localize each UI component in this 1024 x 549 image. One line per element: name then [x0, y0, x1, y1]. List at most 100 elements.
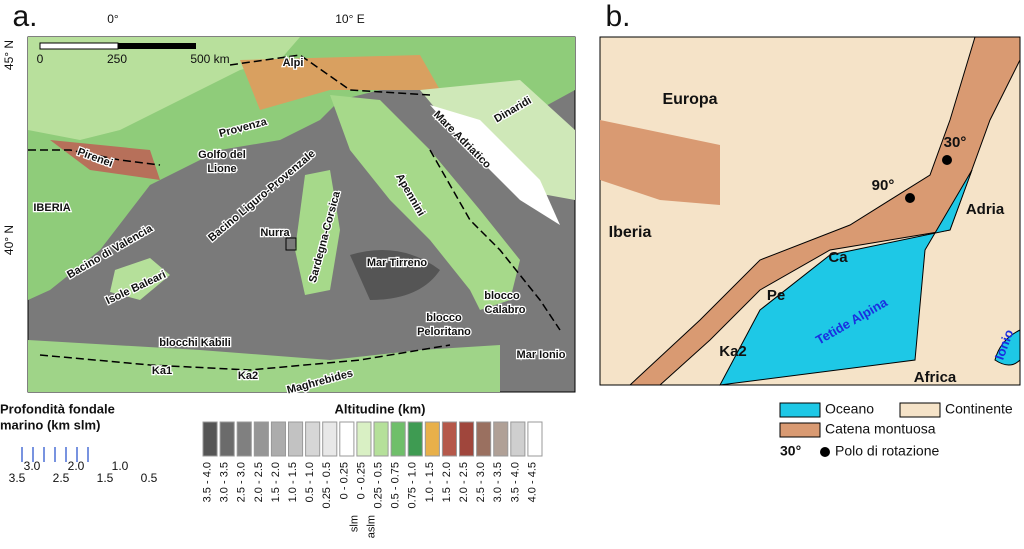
place-label: Africa	[914, 369, 957, 386]
land-france	[28, 37, 300, 140]
place-label: Ka2	[238, 370, 258, 382]
thrust-lines	[28, 54, 561, 371]
coord-label: 0°	[107, 12, 119, 26]
altitude-swatch	[390, 421, 406, 457]
altitude-class-label: 0 - 0.25	[355, 462, 367, 499]
depth-legend-title: Profondità fondale	[0, 401, 115, 416]
altitude-swatch	[202, 421, 218, 457]
altitude-class-label: 2.5 - 3.0	[236, 462, 248, 502]
place-label: Adria	[966, 201, 1005, 218]
place-label: Alpi	[283, 57, 304, 69]
altitude-class-label: 2.5 - 3.0	[475, 462, 487, 502]
scale-label: 0	[37, 52, 44, 66]
coord-label: 40° N	[2, 225, 16, 255]
italy	[330, 95, 520, 310]
place-label: Ka1	[152, 365, 172, 377]
legend-label: Oceano	[825, 401, 874, 417]
altitude-class-label: 1.5 - 2.0	[270, 462, 282, 502]
place-label: blocchi Kabili	[159, 337, 231, 349]
place-label: blocco	[426, 312, 462, 324]
place-label: Pe	[767, 287, 785, 304]
altitude-class-label: 3.0 - 3.5	[219, 462, 231, 502]
altitude-class-note: slm	[348, 515, 360, 532]
depth-legend-title: marino (km slm)	[0, 417, 100, 432]
place-label: blocco	[484, 290, 520, 302]
altitude-swatch	[339, 421, 355, 457]
place-label: Peloritano	[417, 326, 471, 338]
map-a	[27, 36, 576, 393]
pole-30	[942, 155, 952, 165]
place-label: Europa	[662, 91, 717, 108]
scale-bar-white	[39, 42, 119, 50]
place-label: 90°	[872, 177, 895, 194]
place-label: Ka2	[719, 343, 747, 360]
altitude-swatch	[407, 421, 423, 457]
baleares	[110, 258, 170, 300]
panel-label: a.	[12, 0, 37, 33]
panel-label: b.	[605, 0, 630, 33]
altitude-swatch	[219, 421, 235, 457]
pole-legend-dot	[820, 447, 830, 457]
altitude-swatch	[288, 421, 304, 457]
altitude-class-label: 3.5 - 4.0	[509, 462, 521, 502]
depth-value: 1.0	[112, 459, 129, 473]
altitude-swatch	[322, 421, 338, 457]
altitude-swatch	[373, 421, 389, 457]
place-label: IBERIA	[33, 202, 70, 214]
place-label: Mar Ionio	[517, 349, 566, 361]
adriatic-sea	[430, 105, 560, 225]
altitude-legend-title: Altitudine (km)	[335, 401, 426, 416]
depth-value: 2.5	[53, 471, 70, 485]
depth-value: 3.0	[24, 459, 41, 473]
pole-90	[905, 193, 915, 203]
tyrrhenian-deep	[350, 250, 440, 300]
depth-value: 2.0	[68, 459, 85, 473]
altitude-class-label: 3.5 - 4.0	[201, 462, 213, 502]
altitude-class-note: aslm	[365, 515, 377, 538]
altitude-swatch	[236, 421, 252, 457]
altitude-swatch	[476, 421, 492, 457]
nurra-box	[285, 237, 297, 251]
legend-swatch	[899, 402, 941, 418]
pyrenees-b	[600, 120, 720, 205]
ocean-b	[719, 169, 973, 386]
altitude-class-label: 1.5 - 2.0	[441, 462, 453, 502]
altitude-swatch	[459, 421, 475, 457]
pole-legend-symbol: 30°	[780, 443, 801, 459]
pyrenees	[50, 140, 160, 180]
altitude-swatch	[356, 421, 372, 457]
altitude-swatch	[270, 421, 286, 457]
chain-b	[628, 36, 1021, 386]
altitude-swatch	[253, 421, 269, 457]
altitude-swatch	[527, 421, 543, 457]
altitude-class-label: 2.0 - 2.5	[253, 462, 265, 502]
place-label: Lione	[207, 163, 236, 175]
place-label: 30°	[944, 134, 967, 151]
scale-label: 250	[107, 52, 127, 66]
coord-label: 45° N	[2, 40, 16, 70]
altitude-class-label: 0.25 - 0.5	[321, 462, 333, 508]
altitude-swatch	[424, 421, 440, 457]
depth-value: 0.5	[141, 471, 158, 485]
place-label: Golfo del	[198, 149, 246, 161]
scale-label: 500 km	[190, 52, 229, 66]
altitude-class-label: 2.0 - 2.5	[458, 462, 470, 502]
pole-legend-label: Polo di rotazione	[835, 443, 940, 459]
place-label: Nurra	[260, 227, 290, 239]
altitude-class-label: 0.5 - 0.75	[390, 462, 402, 508]
altitude-swatch	[510, 421, 526, 457]
depth-value: 3.5	[9, 471, 26, 485]
legend-label: Catena montuosa	[825, 421, 936, 437]
legend-swatch	[779, 402, 821, 418]
altitude-swatch	[441, 421, 457, 457]
ionio-b	[994, 329, 1021, 366]
altitude-class-label: 0.25 - 0.5	[372, 462, 384, 508]
altitude-class-label: 3.0 - 3.5	[492, 462, 504, 502]
altitude-class-label: 0.5 - 1.0	[304, 462, 316, 502]
altitude-class-label: 1.0 - 1.5	[424, 462, 436, 502]
alps	[240, 55, 440, 110]
africa	[28, 340, 500, 392]
sardinia	[295, 170, 340, 295]
altitude-class-label: 4.0 - 4.5	[526, 462, 538, 502]
